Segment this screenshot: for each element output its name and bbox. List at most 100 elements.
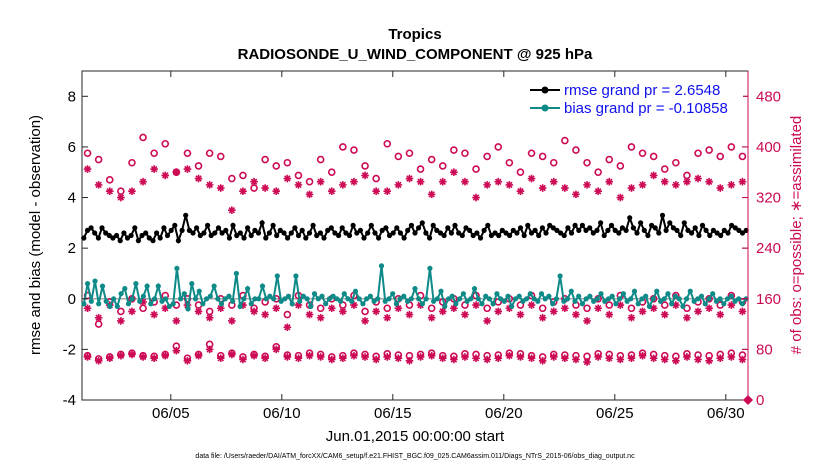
obs-assimilated-marker (660, 177, 669, 186)
obs-assimilated-marker (117, 317, 125, 325)
obs-assimilated-marker (538, 184, 547, 192)
bias-point (259, 283, 266, 289)
obs-assimilated-marker (416, 353, 425, 361)
obs-assimilated-marker (472, 301, 480, 309)
rmse-point (528, 230, 535, 236)
obs-assimilated-marker (205, 313, 214, 322)
bias-point (300, 293, 306, 299)
obs-assimilated-marker (538, 313, 547, 322)
obs-assimilated-marker (649, 354, 658, 363)
bias-point (81, 301, 87, 307)
bias-point (189, 281, 195, 287)
obs-assimilated-marker (649, 304, 658, 313)
x-tick-label: 06/30 (707, 405, 745, 422)
bias-point (129, 296, 135, 302)
rmse-point (488, 232, 494, 239)
obs-assimilated-marker (283, 323, 292, 332)
obs-possible-marker (672, 158, 680, 167)
obs-assimilated-marker (194, 174, 203, 183)
bias-point (382, 298, 388, 304)
rmse-point (725, 230, 731, 236)
rmse-point (579, 222, 586, 228)
rmse-point (357, 227, 363, 233)
obs-assimilated-marker (216, 354, 225, 363)
obs-assimilated-marker (294, 181, 303, 189)
obs-possible-marker (128, 158, 136, 167)
x-tick-label: 06/20 (485, 405, 523, 422)
rmse-point (255, 230, 262, 236)
bias-point (464, 298, 470, 304)
obs-assimilated-marker (128, 307, 136, 316)
bias-point (174, 265, 180, 271)
bias-point (122, 286, 128, 292)
obs-assimilated-marker (516, 187, 525, 196)
obs-assimilated-marker (361, 353, 369, 361)
bias-point (654, 288, 660, 294)
rmse-point (386, 232, 393, 239)
obs-assimilated-marker (427, 351, 436, 360)
obs-assimilated-marker (527, 354, 536, 363)
rmse-point (372, 230, 378, 236)
bias-point (598, 291, 604, 297)
rmse-point (590, 230, 596, 236)
rmse-point (299, 227, 305, 233)
bias-point (687, 288, 693, 294)
obs-assimilated-marker (405, 356, 414, 365)
series-line-layer (81, 212, 749, 312)
obs-assimilated-marker (605, 354, 614, 363)
obs-assimilated-marker (161, 351, 170, 360)
rmse-point (510, 227, 516, 233)
obs-assimilated-marker (483, 355, 491, 364)
rmse-point (652, 225, 658, 231)
rmse-point (521, 232, 527, 239)
bias-point (397, 296, 403, 302)
rmse-point (561, 232, 567, 239)
obs-assimilated-marker (427, 190, 436, 199)
rmse-point (281, 230, 287, 236)
obs-assimilated-marker (372, 307, 380, 316)
rmse-point (474, 230, 480, 236)
obs-assimilated-marker (494, 354, 503, 363)
bias-point (713, 298, 720, 304)
bias-point (263, 296, 269, 302)
bias-point (330, 293, 336, 299)
bias-point (88, 298, 94, 304)
bias-point (111, 296, 117, 302)
bias-point (282, 296, 288, 302)
obs-assimilated-marker (327, 187, 336, 196)
rmse-point (135, 238, 141, 244)
bias-point (550, 301, 556, 307)
obs-assimilated-marker (561, 304, 569, 313)
rmse-point (205, 222, 211, 228)
obs-possible-marker (438, 162, 447, 170)
obs-assimilated-marker (738, 307, 747, 316)
obs-possible-marker (561, 136, 569, 145)
bias-point (605, 296, 612, 302)
obs-assimilated-marker (183, 165, 192, 173)
bias-point (617, 296, 623, 302)
rmse-point (263, 235, 269, 241)
obs-assimilated-marker (716, 310, 725, 319)
obs-possible-marker (705, 294, 713, 303)
bias-point (438, 288, 444, 294)
rmse-point (379, 227, 385, 233)
bias-point (233, 270, 239, 277)
obs-possible-marker (305, 177, 314, 186)
bias-point (460, 291, 466, 297)
rmse-point (339, 225, 345, 231)
obs-assimilated-marker (727, 301, 736, 309)
obs-assimilated-marker (161, 171, 170, 180)
obs-assimilated-marker (394, 181, 403, 189)
bias-point (717, 296, 723, 302)
bias-point (393, 301, 399, 307)
obs-assimilated-marker (450, 168, 458, 177)
bias-point (345, 296, 351, 302)
bias-point (152, 296, 158, 302)
bias-point (527, 291, 533, 297)
rmse-point (718, 232, 724, 239)
obs-possible-marker (605, 301, 614, 309)
obs-assimilated-marker (450, 355, 458, 364)
obs-assimilated-marker (161, 304, 170, 313)
obs-assimilated-marker (672, 301, 680, 309)
rmse-point (332, 230, 338, 236)
